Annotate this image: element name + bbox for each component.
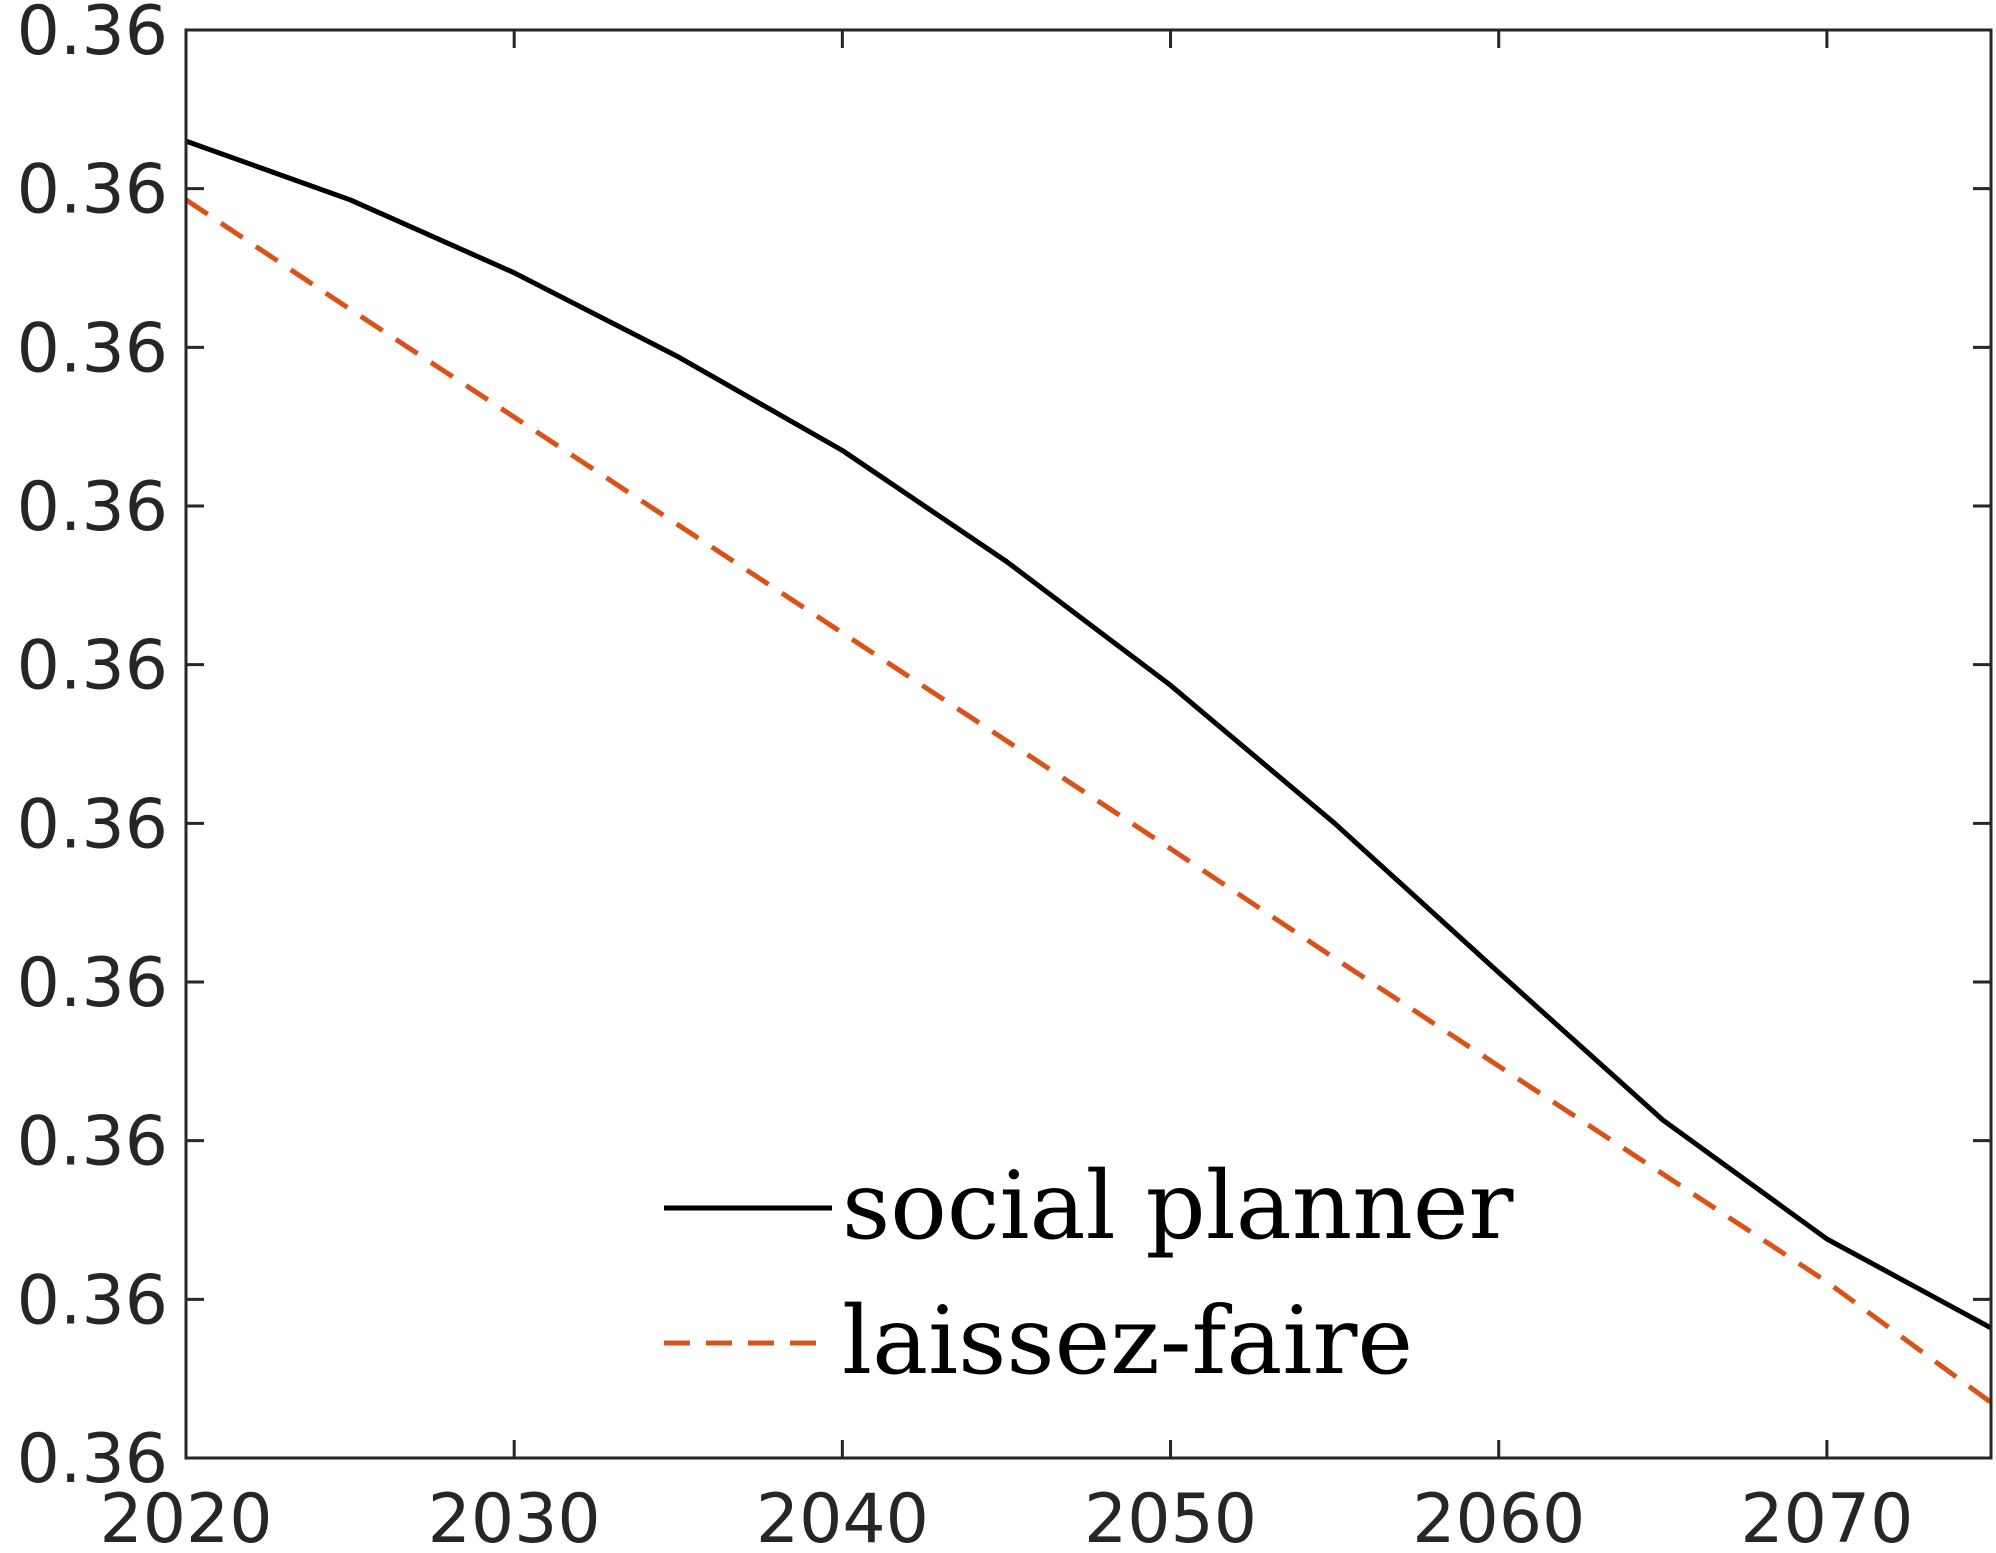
x-tick-label: 2030 [428,1480,601,1553]
x-tick-label: 2070 [1740,1480,1913,1553]
y-tick-label: 0.36 [17,1420,168,1499]
y-tick-label: 0.36 [17,785,168,864]
axes-box [184,28,1993,1460]
x-tick-label: 2060 [1412,1480,1585,1553]
y-tick-label: 0.36 [17,944,168,1023]
x-tick-label: 2040 [756,1480,929,1553]
x-tick-label: 2020 [99,1480,272,1553]
x-tick-label: 2050 [1084,1480,1257,1553]
legend: social planner laissez-faire [664,1152,1514,1396]
tick-layer: 2020 2030 2040 2050 2060 2070 0.36 0.36 0.36 0.36… [17,0,1991,1553]
y-tick-label: 0.36 [17,468,168,547]
y-tick-label: 0.36 [17,309,168,388]
series-line-laissez-faire [184,197,1993,1405]
series-line-social-planner [185,138,1993,1331]
y-tick-label: 0.36 [17,1103,168,1182]
legend-label-social-planner: social planner [842,1152,1514,1261]
y-tick-label: 0.36 [17,1261,168,1340]
legend-label-laissez-faire: laissez-faire [842,1287,1413,1396]
y-tick-label: 0.36 [17,627,168,706]
series-layer [184,138,1993,1405]
y-tick-label: 0.36 [17,151,168,230]
y-tick-label: 0.36 [17,0,168,71]
